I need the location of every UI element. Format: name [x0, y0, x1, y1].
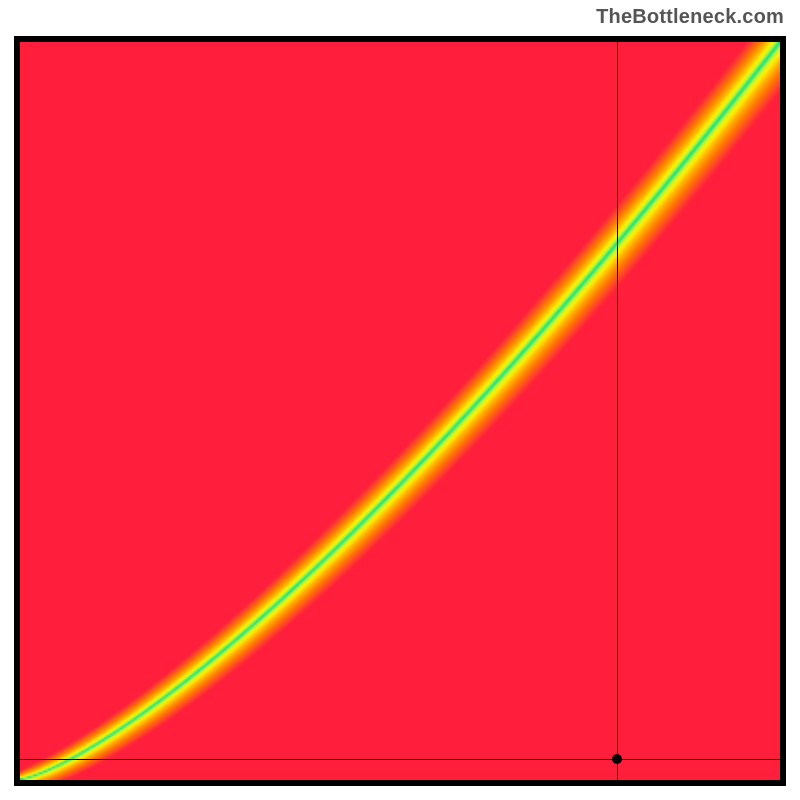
watermark-text: TheBottleneck.com	[596, 6, 784, 29]
crosshair-vertical-line	[617, 42, 618, 780]
heatmap-plot-frame	[14, 36, 786, 786]
heatmap-canvas	[20, 42, 780, 780]
crosshair-horizontal-line	[20, 759, 780, 760]
crosshair-marker-dot	[612, 754, 622, 764]
